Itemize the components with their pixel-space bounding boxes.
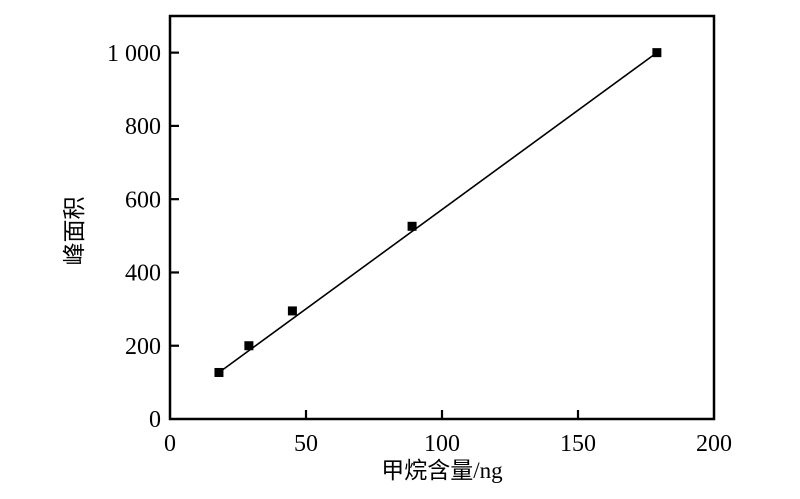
plot-border	[168, 14, 716, 421]
x-tick-label: 150	[560, 431, 596, 457]
data-point-marker	[407, 221, 417, 231]
y-tick-label: 600	[125, 187, 161, 213]
y-tick-label: 1 000	[107, 41, 161, 67]
y-tick-label: 200	[125, 334, 161, 360]
data-point-marker	[214, 367, 224, 377]
x-tick-label: 50	[294, 431, 318, 457]
x-tick-label: 100	[424, 431, 460, 457]
fit-line	[218, 51, 658, 374]
y-tick-label: 400	[125, 261, 161, 287]
y-tick-label: 0	[149, 407, 161, 433]
x-tick-label: 200	[696, 431, 732, 457]
x-axis-title: 甲烷含量/ng	[381, 458, 503, 483]
x-tick-label: 0	[164, 431, 176, 457]
y-axis-title: 峰面积	[62, 196, 87, 266]
data-point-marker	[652, 48, 662, 58]
data-point-marker	[287, 306, 297, 316]
data-point-marker	[244, 341, 254, 351]
y-tick-label: 800	[125, 114, 161, 140]
